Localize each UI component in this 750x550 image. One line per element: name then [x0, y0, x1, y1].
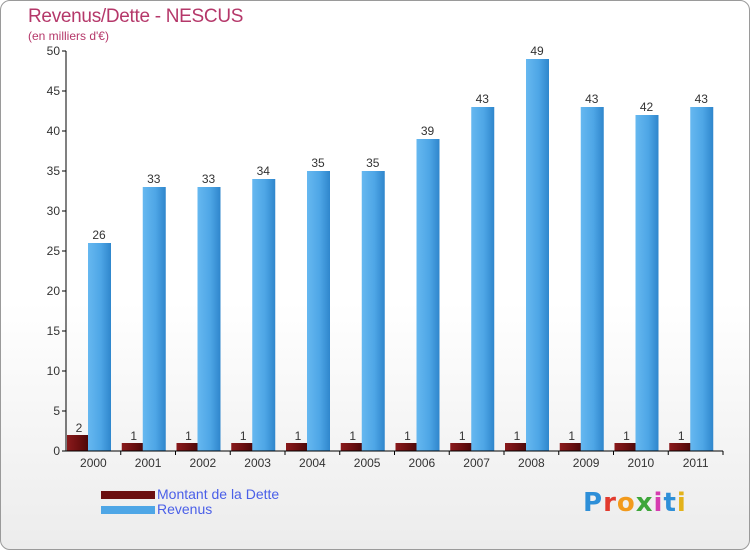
logo-letter: P	[583, 488, 604, 518]
x-tick-label: 2005	[354, 456, 381, 470]
bar-revenue	[580, 107, 604, 451]
data-label-debt: 1	[514, 429, 521, 443]
data-label-revenue: 39	[421, 124, 435, 138]
y-tick-label: 35	[47, 164, 61, 178]
bar-revenue	[471, 107, 495, 451]
bar-revenue	[416, 139, 440, 451]
data-label-debt: 1	[240, 429, 247, 443]
bar-revenue	[361, 171, 385, 451]
data-label-debt: 1	[678, 429, 685, 443]
bar-revenue	[307, 171, 330, 451]
y-tick-label: 15	[47, 324, 61, 338]
bar-debt	[121, 443, 144, 451]
chart-subtitle: (en milliers d'€)	[28, 29, 109, 43]
logo-letter: i	[676, 488, 687, 518]
data-label-revenue: 33	[147, 172, 161, 186]
bar-revenue	[142, 187, 166, 451]
data-label-debt: 1	[404, 429, 411, 443]
x-tick-label: 2007	[463, 456, 490, 470]
y-tick-label: 40	[47, 124, 61, 138]
x-tick-label: 2011	[683, 456, 709, 470]
bar-revenue	[635, 115, 659, 451]
x-tick-label: 2010	[628, 456, 655, 470]
legend-swatch-debt	[101, 491, 155, 499]
data-label-revenue: 43	[585, 92, 599, 106]
x-tick-label: 2002	[190, 456, 217, 470]
data-label-revenue: 43	[695, 92, 709, 106]
data-label-revenue: 42	[640, 100, 654, 114]
logo-letter: i	[653, 488, 664, 518]
legend-swatch-revenue	[101, 506, 155, 514]
data-label-debt: 1	[349, 429, 356, 443]
data-label-debt: 1	[185, 429, 192, 443]
x-tick-label: 2006	[409, 456, 436, 470]
y-tick-label: 5	[53, 404, 60, 418]
bar-debt	[450, 443, 473, 451]
legend-label-debt: Montant de la Dette	[157, 486, 280, 502]
x-tick-label: 2008	[518, 456, 545, 470]
bar-revenue	[526, 59, 549, 451]
logo-letter: o	[616, 488, 636, 518]
y-tick-label: 45	[47, 84, 61, 98]
data-label-debt: 1	[459, 429, 466, 443]
bar-debt	[231, 443, 254, 451]
x-tick-label: 2004	[299, 456, 326, 470]
x-tick-label: 2003	[244, 456, 271, 470]
data-label-debt: 1	[130, 429, 137, 443]
data-label-revenue: 49	[530, 44, 544, 58]
bar-debt	[669, 443, 692, 451]
x-tick-label: 2009	[573, 456, 600, 470]
bar-debt	[176, 443, 199, 451]
proxiti-logo: Proxiti	[583, 488, 687, 518]
bar-debt	[286, 443, 308, 451]
x-tick-label: 2001	[135, 456, 162, 470]
logo-letter: x	[635, 488, 654, 518]
bar-debt	[67, 435, 89, 451]
chart-title: Revenus/Dette - NESCUS	[28, 6, 244, 27]
x-tick-label: 2000	[80, 456, 107, 470]
data-label-revenue: 34	[257, 164, 271, 178]
bar-revenue	[690, 107, 714, 451]
data-label-debt: 1	[295, 429, 302, 443]
data-label-revenue: 35	[311, 156, 325, 170]
bar-debt	[505, 443, 527, 451]
data-label-revenue: 35	[366, 156, 380, 170]
bar-revenue	[88, 243, 111, 451]
bar-debt	[340, 443, 363, 451]
data-label-debt: 1	[623, 429, 630, 443]
bar-debt	[559, 443, 582, 451]
bar-debt	[395, 443, 418, 451]
legend-label-revenue: Revenus	[157, 501, 213, 517]
y-tick-label: 10	[47, 364, 61, 378]
data-label-debt: 2	[76, 421, 83, 435]
y-tick-label: 25	[47, 244, 61, 258]
y-tick-label: 30	[47, 204, 61, 218]
bar-revenue	[252, 179, 276, 451]
bar-debt	[614, 443, 637, 451]
y-tick-label: 50	[47, 44, 61, 58]
data-label-revenue: 26	[92, 228, 106, 242]
logo-letter: r	[603, 488, 617, 518]
data-label-revenue: 33	[202, 172, 216, 186]
y-tick-label: 20	[47, 284, 61, 298]
data-label-revenue: 43	[476, 92, 490, 106]
data-label-debt: 1	[568, 429, 575, 443]
y-tick-label: 0	[53, 444, 60, 458]
logo-letter: t	[663, 488, 677, 518]
bar-revenue	[197, 187, 221, 451]
